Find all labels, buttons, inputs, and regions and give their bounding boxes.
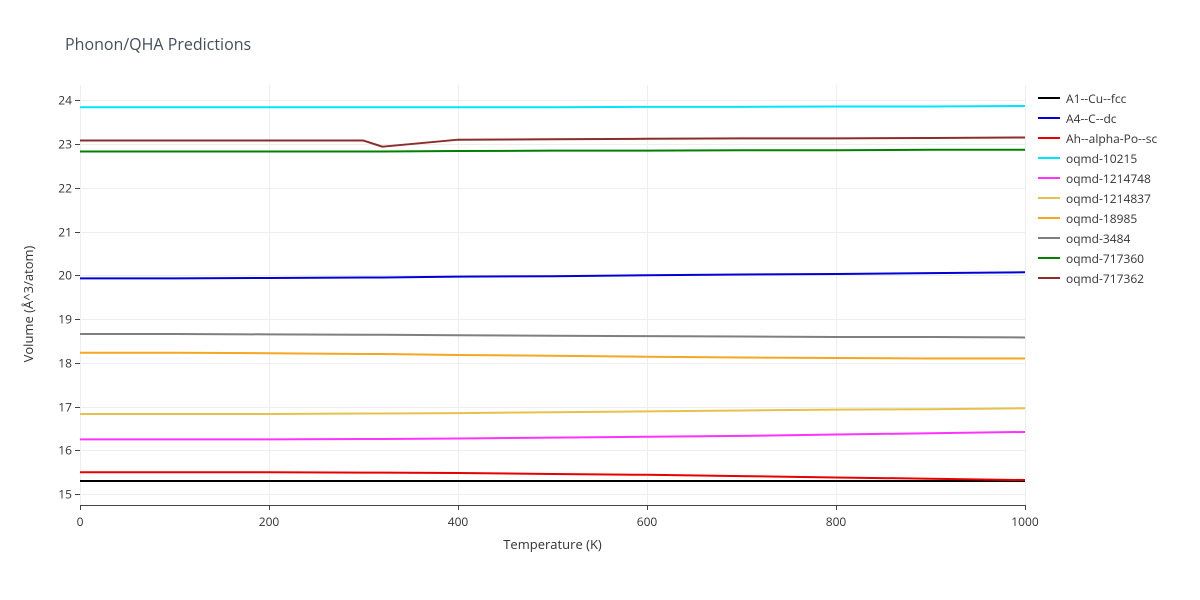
legend-item[interactable]: oqmd-18985 [1038, 208, 1157, 228]
legend-label: oqmd-10215 [1066, 150, 1137, 167]
legend-label: A1--Cu--fcc [1066, 90, 1126, 107]
series-line[interactable] [80, 150, 1025, 152]
chart-title: Phonon/QHA Predictions [65, 33, 251, 55]
series-line[interactable] [80, 106, 1025, 107]
series-line[interactable] [80, 334, 1025, 338]
y-tick-mark [75, 450, 80, 451]
legend-label: oqmd-717360 [1066, 250, 1144, 267]
y-tick-mark [75, 275, 80, 276]
x-tick-label: 1000 [1011, 513, 1038, 530]
legend-label: oqmd-1214837 [1066, 190, 1151, 207]
legend-item[interactable]: oqmd-1214748 [1038, 168, 1157, 188]
legend-swatch [1038, 237, 1060, 239]
y-tick-label: 21 [52, 223, 72, 240]
y-tick-label: 23 [52, 136, 72, 153]
y-tick-mark [75, 363, 80, 364]
y-tick-mark [75, 232, 80, 233]
series-line[interactable] [80, 353, 1025, 359]
legend-swatch [1038, 197, 1060, 199]
y-tick-mark [75, 188, 80, 189]
grid-line-v [1025, 85, 1026, 505]
x-tick-label: 200 [259, 513, 280, 530]
y-tick-label: 19 [52, 311, 72, 328]
x-axis-line [80, 505, 1025, 506]
legend-swatch [1038, 97, 1060, 99]
legend-item[interactable]: oqmd-10215 [1038, 148, 1157, 168]
legend-label: A4--C--dc [1066, 110, 1117, 127]
legend-swatch [1038, 177, 1060, 179]
y-tick-label: 24 [52, 92, 72, 109]
legend-swatch [1038, 157, 1060, 159]
series-line[interactable] [80, 432, 1025, 439]
x-tick-mark [1025, 505, 1026, 510]
legend-item[interactable]: Ah--alpha-Po--sc [1038, 128, 1157, 148]
series-line[interactable] [80, 272, 1025, 278]
legend-item[interactable]: oqmd-1214837 [1038, 188, 1157, 208]
y-tick-mark [75, 144, 80, 145]
legend-swatch [1038, 217, 1060, 219]
chart-lines [80, 85, 1025, 505]
y-tick-mark [75, 494, 80, 495]
x-tick-label: 600 [637, 513, 658, 530]
series-line[interactable] [80, 408, 1025, 414]
x-tick-label: 400 [448, 513, 469, 530]
legend-label: oqmd-18985 [1066, 210, 1137, 227]
series-line[interactable] [80, 138, 1025, 147]
legend-label: oqmd-717362 [1066, 270, 1144, 287]
y-tick-mark [75, 319, 80, 320]
legend-swatch [1038, 277, 1060, 279]
legend-item[interactable]: oqmd-717360 [1038, 248, 1157, 268]
x-axis-title: Temperature (K) [503, 535, 602, 553]
legend-swatch [1038, 137, 1060, 139]
series-line[interactable] [80, 472, 1025, 480]
y-tick-mark [75, 407, 80, 408]
plot-area [80, 85, 1025, 505]
legend-label: oqmd-3484 [1066, 230, 1130, 247]
y-tick-label: 20 [52, 267, 72, 284]
legend-item[interactable]: oqmd-717362 [1038, 268, 1157, 288]
y-tick-label: 16 [52, 442, 72, 459]
chart-container: Phonon/QHA Predictions 0 200 400 600 800 1000… [0, 0, 1200, 600]
legend-label: Ah--alpha-Po--sc [1066, 130, 1157, 147]
legend-swatch [1038, 117, 1060, 119]
y-axis-title: Volume (Å^3/atom) [19, 246, 37, 363]
legend-item[interactable]: A4--C--dc [1038, 108, 1157, 128]
legend-item[interactable]: A1--Cu--fcc [1038, 88, 1157, 108]
y-tick-label: 17 [52, 398, 72, 415]
y-tick-label: 22 [52, 179, 72, 196]
x-tick-label: 800 [826, 513, 847, 530]
y-tick-label: 18 [52, 354, 72, 371]
x-tick-label: 0 [77, 513, 84, 530]
y-tick-mark [75, 100, 80, 101]
legend-item[interactable]: oqmd-3484 [1038, 228, 1157, 248]
y-tick-label: 15 [52, 486, 72, 503]
legend-label: oqmd-1214748 [1066, 170, 1151, 187]
legend-swatch [1038, 257, 1060, 259]
legend: A1--Cu--fcc A4--C--dc Ah--alpha-Po--sc oqmd… [1038, 88, 1157, 288]
